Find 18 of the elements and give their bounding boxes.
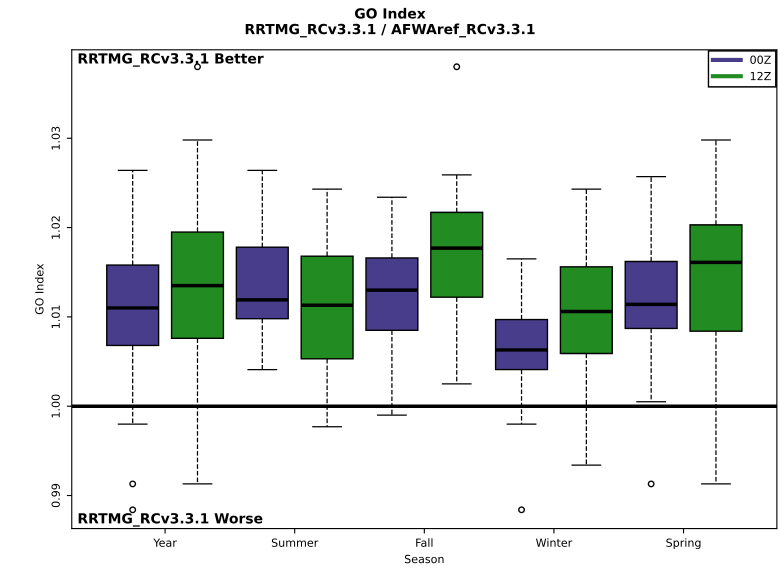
y-tick-label: 1.02 <box>51 216 60 239</box>
x-tick-label: Fall <box>416 538 432 547</box>
x-tick-label: Year <box>153 538 177 547</box>
annotation: RRTMG_RCv3.3.1 Better <box>78 53 264 67</box>
annotation: RRTMG_RCv3.3.1 Worse <box>78 513 262 527</box>
chart-title: GO Index <box>354 8 426 19</box>
legend-label: 00Z <box>750 56 771 64</box>
x-tick-label: Summer <box>272 538 318 547</box>
legend-label: 12Z <box>750 72 771 80</box>
x-axis-title: Season <box>404 554 444 564</box>
x-tick-label: Spring <box>666 538 700 550</box>
y-tick-label: 1.01 <box>51 306 60 328</box>
y-axis-title: GO Index <box>34 264 44 314</box>
y-tick-label: 1.03 <box>51 126 60 150</box>
x-tick-label: Winter <box>536 538 572 547</box>
y-tick-label: 1.00 <box>51 394 60 418</box>
y-tick-label: 0.99 <box>51 484 60 508</box>
chart-subtitle: RRTMG_RCv3.3.1 / AFWAref_RCv3.3.1 <box>246 24 535 38</box>
